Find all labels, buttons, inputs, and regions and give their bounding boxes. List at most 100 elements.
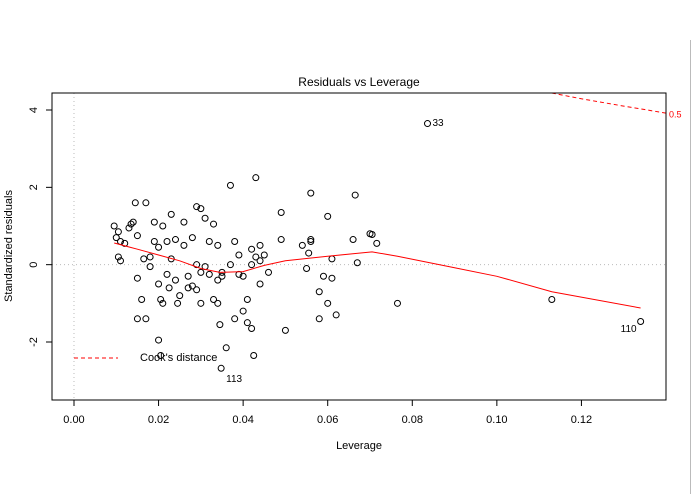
data-point — [188, 234, 196, 242]
data-point — [214, 276, 222, 284]
data-point — [319, 272, 327, 280]
data-point — [205, 237, 213, 245]
cook-contour — [551, 93, 666, 114]
x-tick-label: 0.06 — [317, 414, 338, 426]
data-point — [303, 265, 311, 273]
data-point — [167, 210, 175, 218]
legend-label: Cook's distance — [140, 352, 217, 364]
data-point — [188, 282, 196, 290]
data-point — [176, 292, 184, 300]
data-point — [157, 295, 165, 303]
data-point — [248, 261, 256, 269]
data-point — [150, 237, 158, 245]
data-point — [315, 315, 323, 323]
data-point — [637, 318, 645, 326]
data-point — [174, 299, 182, 307]
data-point — [155, 280, 163, 288]
data-point — [243, 295, 251, 303]
data-point — [133, 274, 141, 282]
x-tick-label: 0.00 — [63, 414, 84, 426]
data-point — [184, 284, 192, 292]
data-point — [353, 259, 361, 267]
data-point — [256, 241, 264, 249]
data-point — [277, 208, 285, 216]
y-tick-label: 2 — [28, 184, 40, 190]
data-point — [146, 263, 154, 271]
data-point — [157, 352, 165, 360]
data-point — [256, 280, 264, 288]
data-point — [210, 295, 218, 303]
data-point — [180, 218, 188, 226]
data-point — [226, 261, 234, 269]
data-point — [117, 257, 125, 265]
data-point — [393, 299, 401, 307]
data-point — [548, 295, 556, 303]
data-point — [193, 286, 201, 294]
data-point — [193, 203, 201, 211]
data-point — [125, 224, 133, 232]
point-label: 110 — [621, 324, 637, 335]
y-tick-label: 4 — [28, 107, 40, 113]
data-point — [226, 181, 234, 189]
data-point — [138, 295, 146, 303]
data-point — [210, 220, 218, 228]
data-point — [307, 236, 315, 244]
data-point — [305, 249, 313, 257]
contour-label: 0.5 — [669, 109, 682, 119]
data-point — [250, 352, 258, 360]
point-label: 33 — [433, 118, 445, 129]
x-tick-label: 0.10 — [486, 414, 507, 426]
data-point — [163, 237, 171, 245]
data-point — [193, 261, 201, 269]
x-tick-label: 0.08 — [402, 414, 423, 426]
data-point — [265, 268, 273, 276]
data-point — [197, 299, 205, 307]
data-point — [256, 257, 264, 265]
smooth-line — [114, 242, 641, 309]
data-point — [129, 218, 137, 226]
y-tick-label: 0 — [28, 262, 40, 268]
data-point — [121, 239, 129, 247]
data-point — [159, 299, 167, 307]
data-point — [133, 315, 141, 323]
data-point — [349, 236, 357, 244]
data-point — [150, 218, 158, 226]
data-point — [142, 199, 150, 207]
data-point — [216, 321, 224, 329]
data-point — [110, 222, 118, 230]
point-label: 113 — [226, 374, 242, 385]
data-point — [222, 344, 230, 352]
data-point — [243, 319, 251, 327]
data-point — [201, 214, 209, 222]
data-point — [155, 243, 163, 251]
data-point — [133, 232, 141, 240]
y-axis-label: Standardized residuals — [3, 190, 15, 302]
x-tick-label: 0.04 — [232, 414, 253, 426]
data-point — [248, 324, 256, 332]
data-point — [184, 272, 192, 280]
data-point — [351, 191, 359, 199]
data-point — [205, 270, 213, 278]
data-point — [155, 336, 163, 344]
data-point — [315, 288, 323, 296]
data-point — [214, 299, 222, 307]
data-point — [163, 270, 171, 278]
data-point — [165, 284, 173, 292]
data-point — [324, 212, 332, 220]
data-point — [252, 174, 260, 182]
data-point — [127, 220, 135, 228]
data-point — [239, 272, 247, 280]
data-point — [171, 236, 179, 244]
data-point — [235, 251, 243, 259]
chart-title: Residuals vs Leverage — [298, 75, 420, 89]
data-point — [231, 315, 239, 323]
data-point — [131, 199, 139, 207]
data-point — [197, 268, 205, 276]
x-tick-label: 0.12 — [571, 414, 592, 426]
y-tick-label: -2 — [28, 337, 40, 347]
data-point — [281, 326, 289, 334]
plot-frame — [51, 92, 667, 401]
data-point — [114, 228, 122, 236]
